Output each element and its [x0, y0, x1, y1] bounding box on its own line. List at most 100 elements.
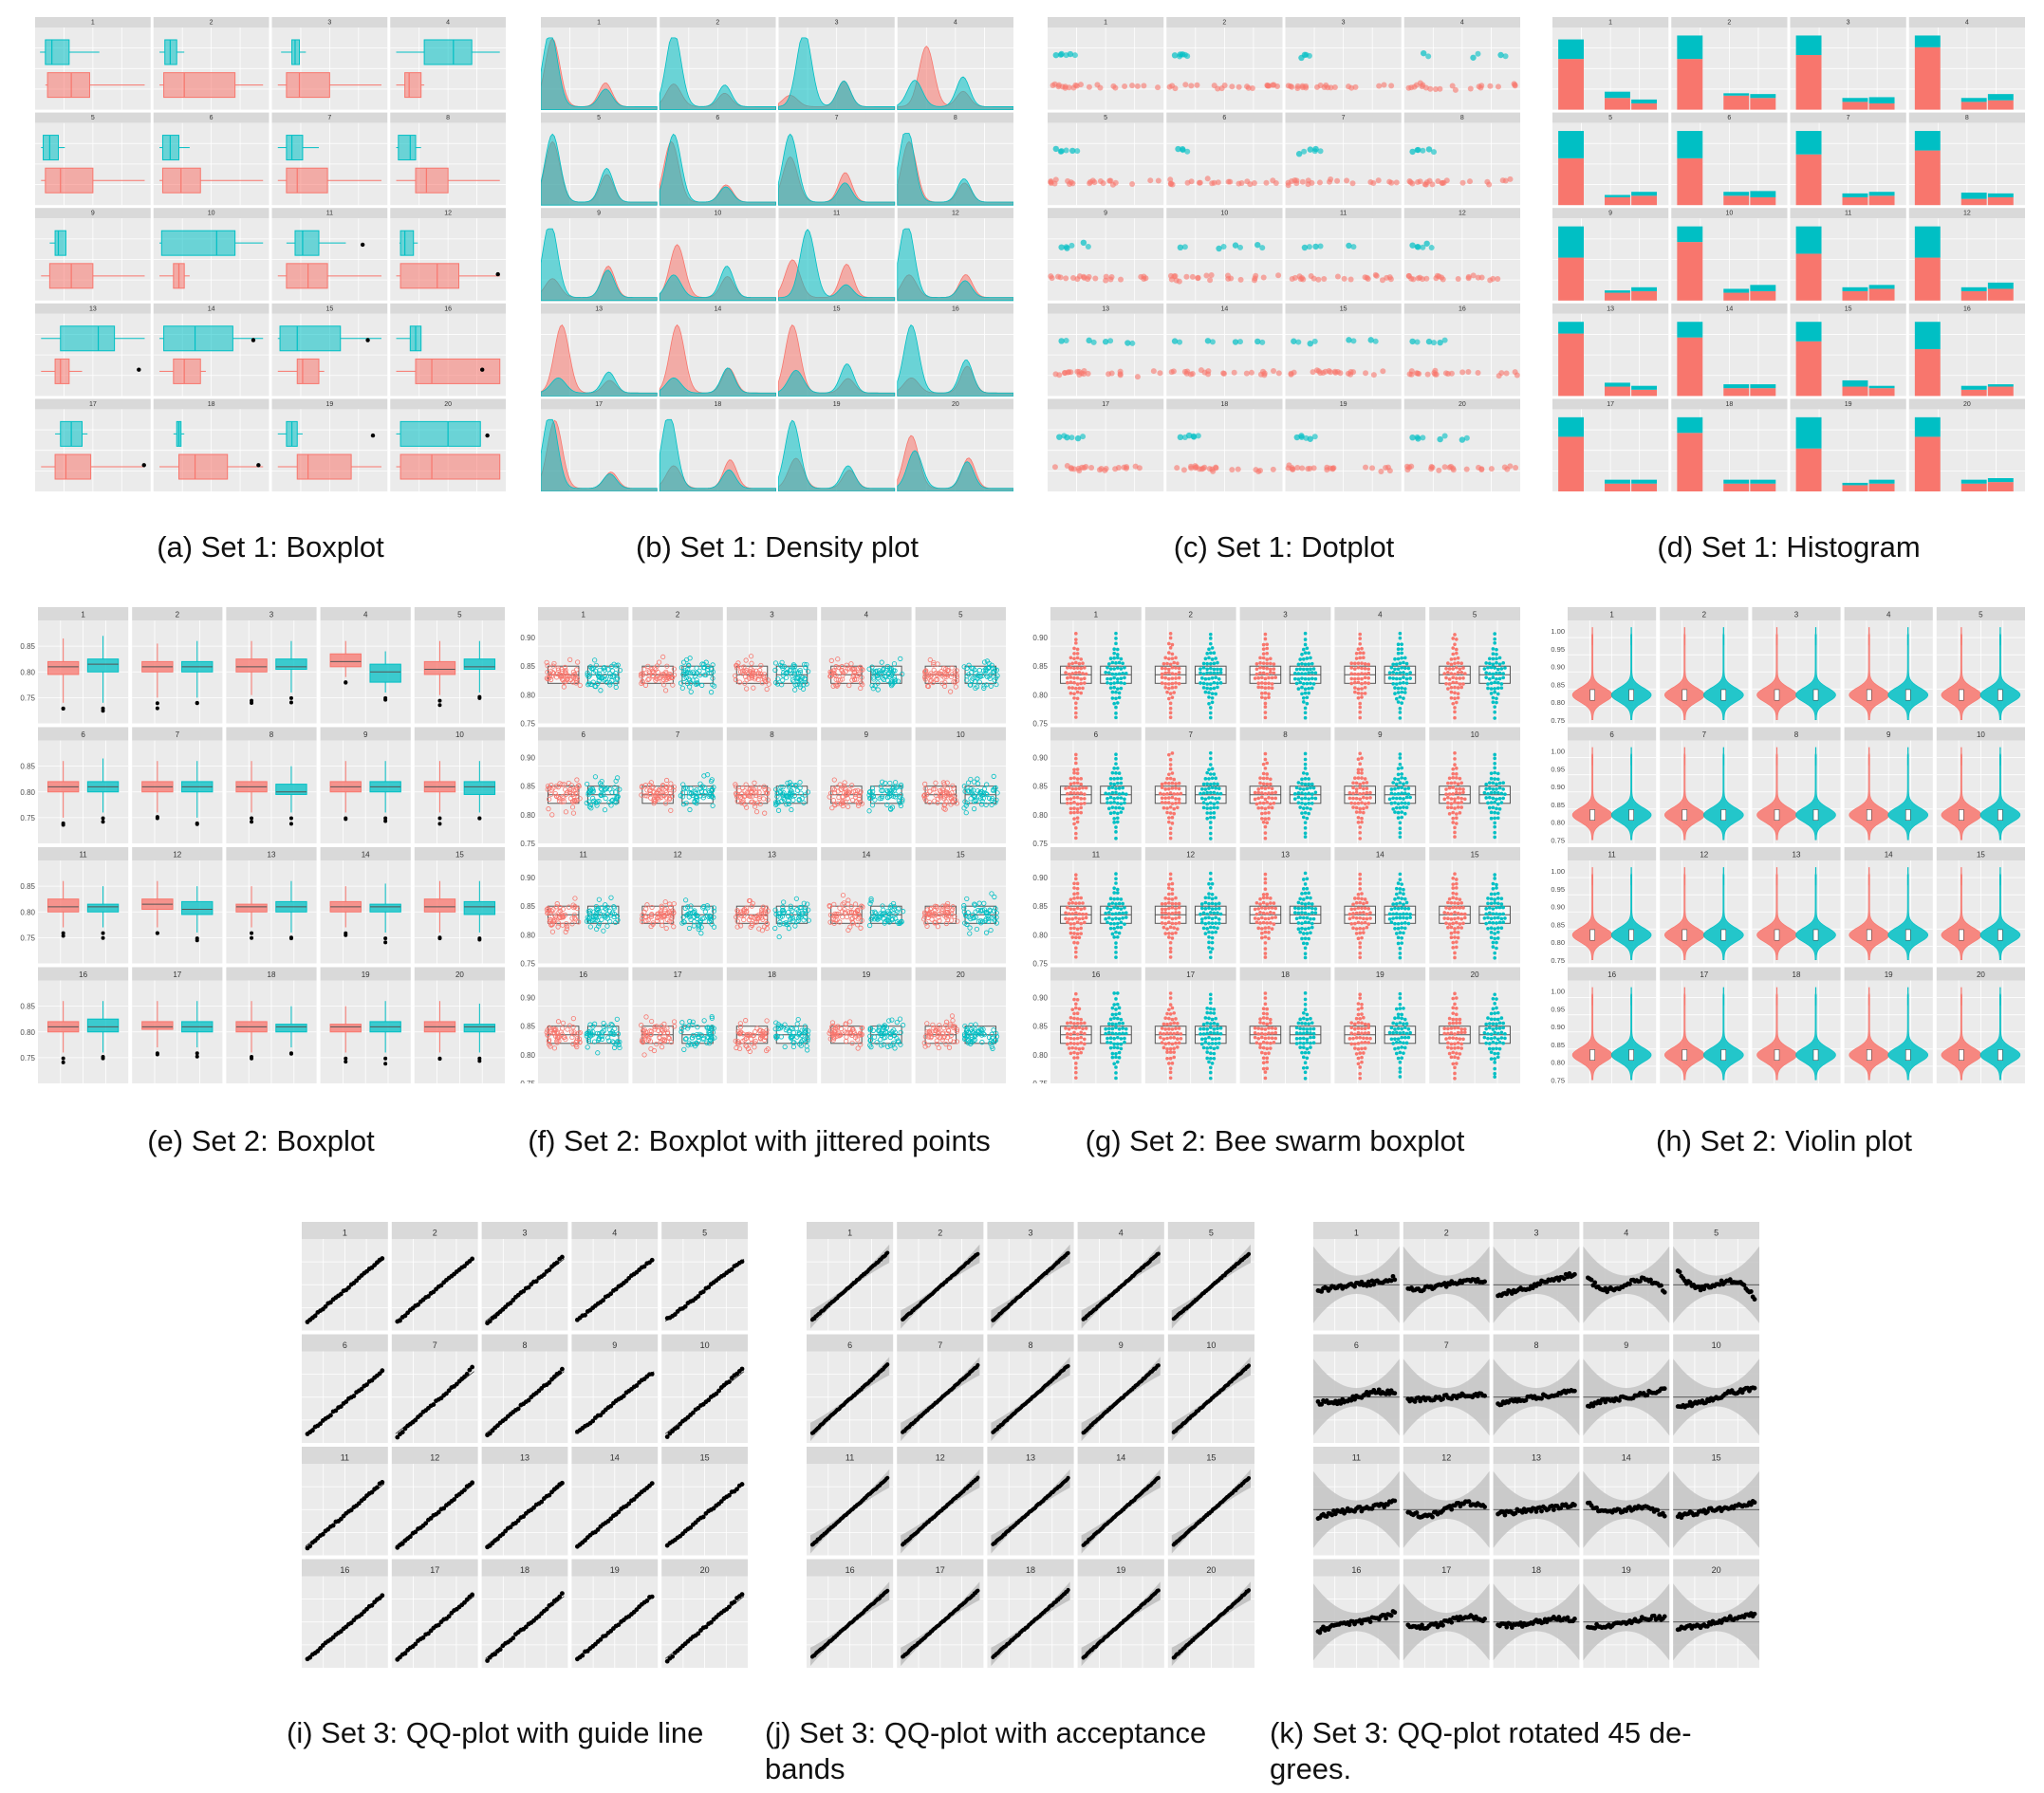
jitter-point: [895, 678, 901, 684]
jitter-point: [967, 925, 973, 931]
facet-label: 18: [1220, 401, 1228, 408]
jitter-point: [992, 677, 997, 683]
facet-label: 10: [1471, 730, 1479, 739]
swarm-point: [1115, 677, 1120, 681]
jitter-point: [738, 1029, 744, 1035]
swarm-point: [1167, 682, 1171, 686]
facet-label: 5: [597, 115, 601, 121]
jitter-point: [660, 792, 666, 798]
teal-point: [1409, 242, 1416, 249]
jitter-point: [694, 1031, 700, 1038]
facet-label: 12: [674, 851, 682, 860]
outlier: [344, 680, 348, 685]
swarm-point: [1110, 696, 1115, 700]
jitter-point: [686, 925, 693, 932]
box: [404, 72, 422, 99]
histogram-bar: [1750, 479, 1776, 484]
jitter-point: [898, 782, 904, 788]
histogram-bar: [1960, 483, 1987, 491]
jitter-point: [687, 806, 693, 813]
jitter-point: [706, 918, 712, 925]
facet-label: 4: [446, 20, 450, 27]
jitter-point: [694, 665, 699, 671]
jitter-point: [848, 916, 854, 922]
red-point: [1170, 368, 1177, 375]
jitter-point: [984, 674, 990, 679]
teal-point: [1428, 245, 1435, 251]
facet-label: 15: [833, 305, 841, 312]
jitter-point: [598, 912, 604, 917]
facet-label: 8: [1965, 115, 1969, 121]
jitter-point: [742, 674, 749, 679]
facet-label: 9: [363, 730, 368, 739]
jitter-point: [586, 1032, 592, 1038]
jitter-point: [773, 802, 779, 808]
y-tick-label: 0.85: [520, 662, 535, 671]
jitter-point: [613, 800, 619, 805]
jitter-point: [890, 786, 896, 792]
box: [398, 135, 417, 161]
red-point: [1094, 82, 1101, 88]
box: [160, 230, 236, 256]
y-tick-label: 0.85: [520, 902, 535, 911]
jitter-point: [611, 914, 617, 920]
histogram-bar: [1914, 226, 1941, 258]
jitter-point: [765, 1046, 771, 1052]
swarm-point: [1074, 711, 1078, 715]
jitter-point: [648, 912, 654, 918]
jitter-point: [609, 1023, 615, 1028]
jitter-point: [955, 918, 960, 924]
jitter-point: [609, 1039, 616, 1044]
jitter-point: [661, 682, 667, 688]
jitter-point: [780, 904, 786, 910]
swarm-point: [1210, 692, 1215, 695]
teal-point: [1080, 239, 1087, 247]
jitter-point: [763, 678, 769, 684]
jitter-point: [758, 662, 764, 669]
jitter-point: [641, 672, 646, 677]
jitter-point: [944, 780, 950, 786]
jitter-point: [899, 918, 904, 924]
swarm-point: [1112, 701, 1116, 706]
jitter-point: [830, 1031, 837, 1037]
histogram-bar: [1723, 388, 1750, 397]
jitter-point: [880, 779, 885, 785]
figure-a-boxplot: 1 2 3 4 5 6 7 8 9 10 11 12 13 14 15 16 17 18 19 20: [35, 17, 506, 491]
facet-label: 2: [715, 20, 719, 27]
teal-point: [1311, 338, 1318, 344]
red-point: [1329, 466, 1336, 472]
facet-label: 18: [268, 970, 276, 979]
red-point: [1424, 371, 1431, 378]
jitter-point: [939, 680, 945, 686]
swarm-point: [1112, 667, 1116, 671]
red-point: [1478, 274, 1485, 281]
jitter-point: [593, 800, 599, 805]
jitter-point: [777, 1026, 784, 1031]
jitter-point: [927, 656, 933, 663]
red-point: [1188, 83, 1195, 89]
teal-point: [1307, 340, 1313, 347]
jitter-point: [734, 663, 740, 669]
teal-point: [1056, 434, 1063, 440]
jitter-point: [830, 798, 837, 804]
teal-point: [1425, 53, 1432, 60]
jitter-point: [743, 657, 749, 663]
swarm-point: [1199, 667, 1202, 671]
jitter-point: [696, 1034, 701, 1040]
facet-strip: [660, 303, 776, 314]
facet-label: 13: [595, 305, 603, 312]
red-point: [1310, 369, 1316, 376]
histogram-bar: [1750, 388, 1776, 397]
histogram-bar: [1914, 46, 1941, 110]
red-point: [1294, 83, 1301, 89]
outlier: [383, 697, 388, 702]
jitter-point: [994, 673, 1000, 678]
jitter-point: [545, 663, 550, 669]
jitter-point: [784, 675, 790, 680]
jitter-point: [976, 918, 982, 924]
teal-point: [1085, 243, 1091, 250]
red-point: [1459, 369, 1466, 376]
swarm-point: [1160, 675, 1164, 679]
swarm-point: [1160, 672, 1164, 676]
jitter-point: [665, 1035, 671, 1041]
